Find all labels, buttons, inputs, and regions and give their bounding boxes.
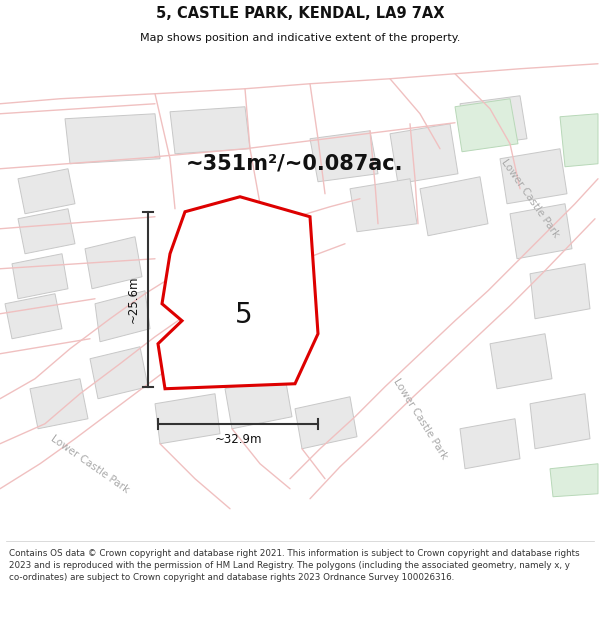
Polygon shape: [158, 197, 318, 389]
Polygon shape: [170, 107, 250, 154]
Polygon shape: [530, 264, 590, 319]
Polygon shape: [18, 169, 75, 214]
Polygon shape: [510, 204, 572, 259]
Polygon shape: [85, 237, 142, 289]
Text: ~32.9m: ~32.9m: [214, 433, 262, 446]
Polygon shape: [420, 177, 488, 236]
Polygon shape: [310, 131, 378, 182]
Text: Lower Castle Park: Lower Castle Park: [49, 433, 131, 494]
Text: Contains OS data © Crown copyright and database right 2021. This information is : Contains OS data © Crown copyright and d…: [9, 549, 580, 582]
Polygon shape: [500, 149, 567, 204]
Polygon shape: [390, 124, 458, 184]
Polygon shape: [460, 419, 520, 469]
Polygon shape: [550, 464, 598, 497]
Polygon shape: [12, 254, 68, 299]
Polygon shape: [65, 114, 160, 164]
Polygon shape: [90, 347, 148, 399]
Polygon shape: [155, 394, 220, 444]
Polygon shape: [350, 179, 417, 232]
Text: 5, CASTLE PARK, KENDAL, LA9 7AX: 5, CASTLE PARK, KENDAL, LA9 7AX: [156, 6, 444, 21]
Polygon shape: [455, 99, 518, 152]
Polygon shape: [560, 114, 598, 167]
Polygon shape: [5, 294, 62, 339]
Polygon shape: [95, 291, 150, 342]
Text: ~25.6m: ~25.6m: [127, 276, 140, 323]
Text: Lower Castle Park: Lower Castle Park: [391, 377, 449, 461]
Text: 5: 5: [235, 301, 253, 329]
Text: Map shows position and indicative extent of the property.: Map shows position and indicative extent…: [140, 33, 460, 43]
Polygon shape: [225, 377, 292, 429]
Polygon shape: [460, 96, 527, 147]
Polygon shape: [295, 397, 357, 449]
Text: ~351m²/~0.087ac.: ~351m²/~0.087ac.: [186, 154, 404, 174]
Polygon shape: [490, 334, 552, 389]
Polygon shape: [530, 394, 590, 449]
Polygon shape: [30, 379, 88, 429]
Text: Lower Castle Park: Lower Castle Park: [499, 158, 561, 240]
Polygon shape: [18, 209, 75, 254]
